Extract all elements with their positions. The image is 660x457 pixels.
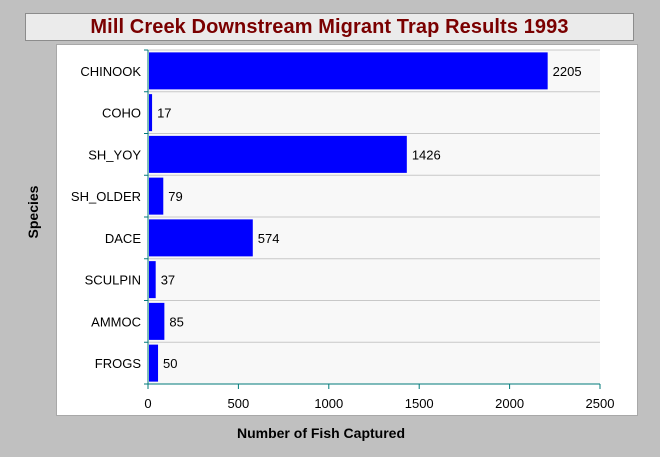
category-label: AMMOC: [91, 314, 141, 329]
data-label: 85: [169, 314, 183, 329]
data-label: 17: [157, 106, 171, 121]
category-label: CHINOOK: [80, 64, 141, 79]
x-tick-label: 500: [228, 396, 250, 411]
x-axis-label: Number of Fish Captured: [236, 425, 405, 441]
bar: [149, 219, 253, 257]
bar: [149, 261, 156, 299]
chart-title-box: Mill Creek Downstream Migrant Trap Resul…: [25, 13, 634, 41]
x-tick-label: 2500: [586, 396, 615, 411]
x-tick-label: 0: [144, 396, 151, 411]
data-label: 1426: [412, 147, 441, 162]
bar: [149, 177, 164, 215]
data-label: 2205: [553, 64, 582, 79]
bar: [149, 52, 548, 90]
bar: [149, 94, 153, 132]
bar: [149, 135, 407, 173]
y-axis-label: Species: [25, 185, 41, 239]
data-label: 37: [161, 273, 175, 288]
bar: [149, 344, 159, 382]
chart-title: Mill Creek Downstream Migrant Trap Resul…: [90, 15, 569, 38]
category-label: SH_OLDER: [71, 189, 141, 204]
data-label: 79: [168, 189, 182, 204]
category-label: FROGS: [95, 356, 142, 371]
category-label: COHO: [102, 106, 141, 121]
x-tick-label: 1500: [405, 396, 434, 411]
data-label: 50: [163, 356, 177, 371]
bar: [149, 302, 165, 340]
data-label: 574: [258, 231, 280, 246]
x-tick-label: 1000: [314, 396, 343, 411]
category-label: SCULPIN: [85, 273, 141, 288]
x-tick-label: 2000: [495, 396, 524, 411]
category-label: DACE: [105, 231, 141, 246]
category-label: SH_YOY: [88, 147, 141, 162]
